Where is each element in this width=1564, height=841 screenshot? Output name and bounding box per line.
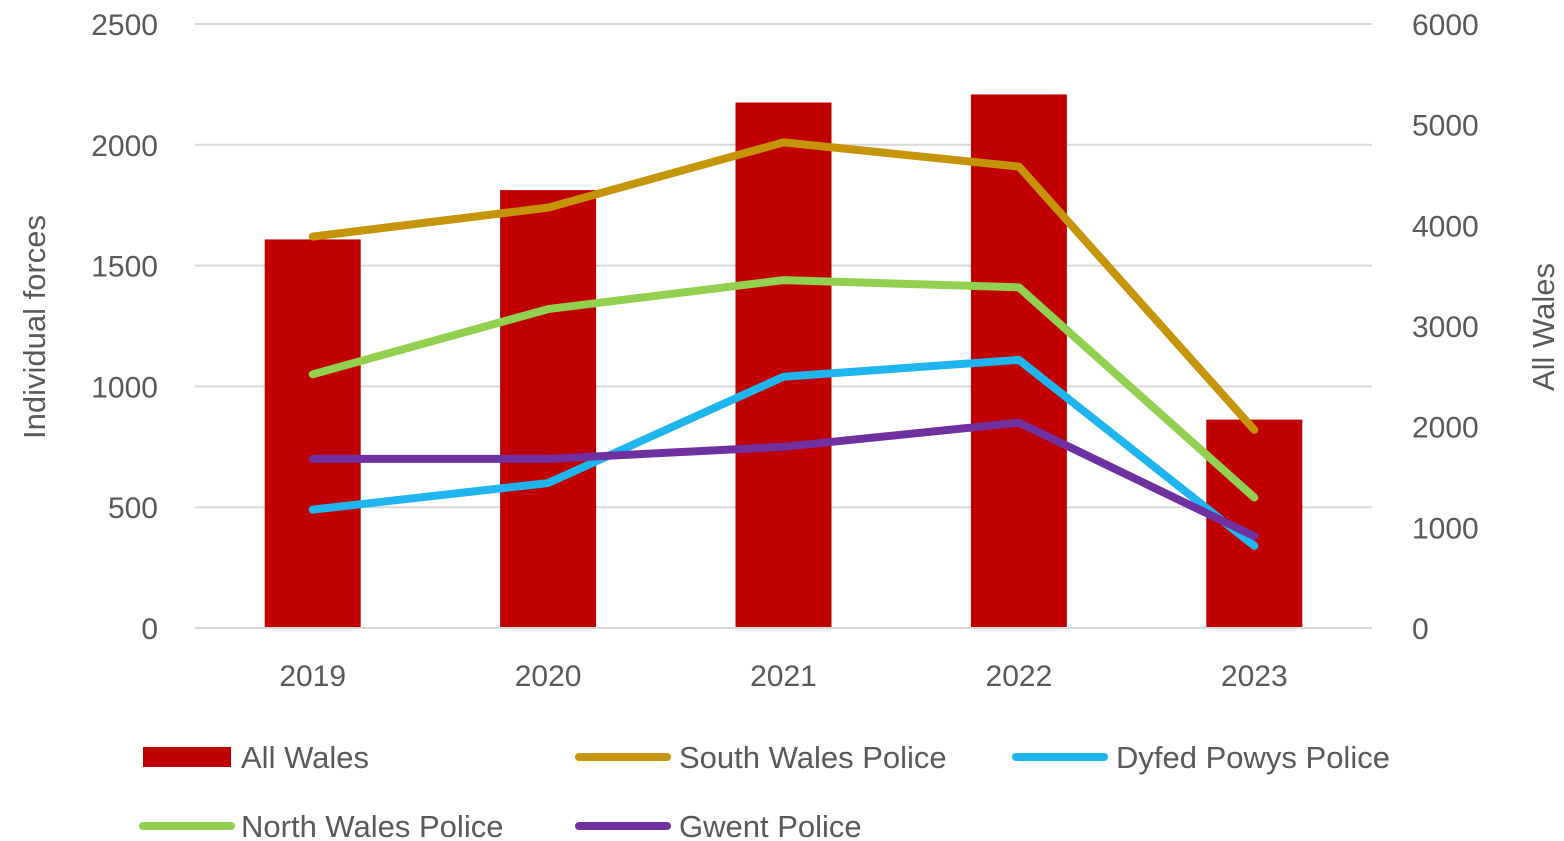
y2-tick-label: 5000 xyxy=(1412,110,1479,143)
legend-label-south-wales-police: South Wales Police xyxy=(679,740,947,775)
y2-tick-label: 6000 xyxy=(1412,9,1479,42)
legend-label-gwent-police: Gwent Police xyxy=(679,809,862,841)
legend-label-all-wales: All Wales xyxy=(241,740,369,775)
y-tick-label: 1000 xyxy=(91,371,158,404)
y2-axis-title: All Wales xyxy=(1526,263,1561,391)
y-tick-label: 2000 xyxy=(91,130,158,163)
x-tick-label: 2021 xyxy=(750,660,817,693)
line-north-wales-police xyxy=(308,276,1259,502)
legend-label-north-wales-police: North Wales Police xyxy=(241,809,503,841)
legend: All Wales South Wales Police Dyfed Powys P… xyxy=(139,740,1390,841)
x-tick-label: 2022 xyxy=(986,660,1053,693)
x-tick-label: 2020 xyxy=(515,660,582,693)
legend-label-dyfed-powys-police: Dyfed Powys Police xyxy=(1116,740,1390,775)
bar-2020 xyxy=(500,190,597,628)
y-axis-right-ticks: 0 1000 2000 3000 4000 5000 6000 xyxy=(1412,9,1479,646)
line-gwent-police xyxy=(308,418,1259,541)
y2-tick-label: 1000 xyxy=(1412,512,1479,545)
y-axis-left-ticks: 0 500 1000 1500 2000 2500 xyxy=(91,9,158,646)
bar-series-all-wales xyxy=(264,94,1303,628)
bar-2021 xyxy=(735,102,832,628)
y2-tick-label: 4000 xyxy=(1412,210,1479,243)
line-dyfed-powys-police xyxy=(308,355,1259,550)
bar-2019 xyxy=(264,239,361,628)
y2-tick-label: 3000 xyxy=(1412,311,1479,344)
y-tick-label: 2500 xyxy=(91,9,158,42)
y-axis-title: Individual forces xyxy=(17,215,52,439)
y2-tick-label: 2000 xyxy=(1412,412,1479,445)
y2-tick-label: 0 xyxy=(1412,613,1429,646)
legend-swatch-all-wales xyxy=(143,747,231,767)
line-series-group xyxy=(308,138,1259,550)
line-south-wales-police xyxy=(308,138,1259,434)
y-tick-label: 500 xyxy=(108,492,158,525)
y-tick-label: 0 xyxy=(141,613,158,646)
x-tick-label: 2023 xyxy=(1221,660,1288,693)
x-tick-label: 2019 xyxy=(279,660,346,693)
x-axis-ticks: 2019 2020 2021 2022 2023 xyxy=(279,660,1287,693)
y-tick-label: 1500 xyxy=(91,251,158,284)
